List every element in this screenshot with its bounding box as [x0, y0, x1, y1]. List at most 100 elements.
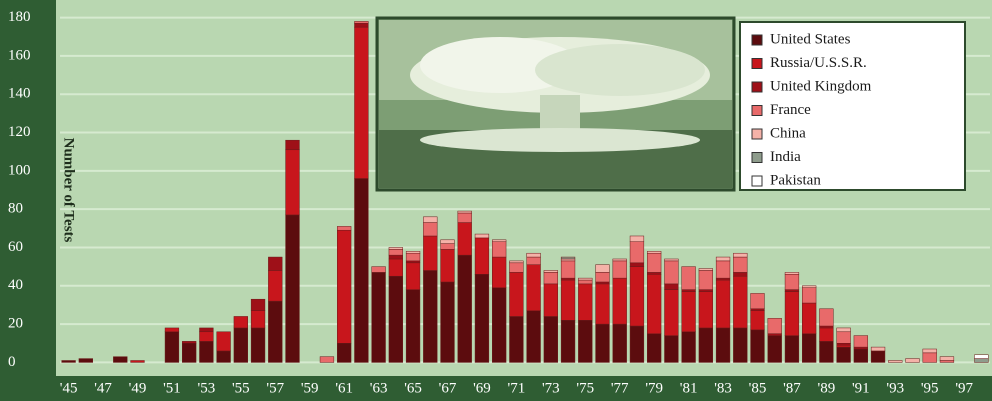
bar-segment — [836, 327, 851, 333]
bar-segment — [647, 251, 662, 254]
bar-segment — [698, 270, 713, 290]
bar-segment — [233, 327, 248, 363]
bar-segment — [750, 329, 765, 363]
bar-segment — [698, 268, 713, 271]
bar-segment — [681, 266, 696, 290]
bar-segment — [199, 331, 214, 342]
x-tick-label: '45 — [60, 380, 78, 396]
bar-segment — [629, 241, 645, 264]
bar-segment — [199, 341, 214, 363]
bar-segment — [733, 327, 748, 363]
bar-segment — [78, 358, 93, 363]
bar-segment — [612, 258, 627, 262]
legend-label: India — [770, 149, 801, 165]
bar-segment — [61, 360, 76, 363]
x-axis-band — [0, 376, 992, 401]
bar-segment — [733, 272, 748, 277]
bar-segment — [388, 275, 403, 363]
bar-segment — [715, 256, 731, 262]
bar-segment — [268, 270, 283, 302]
bar-segment — [543, 316, 558, 363]
bar-segment — [750, 293, 765, 310]
y-axis-label: Number of Tests — [61, 138, 77, 243]
bar-segment — [578, 277, 593, 281]
bar-segment — [268, 300, 283, 363]
bar-segment — [819, 341, 834, 363]
bar-segment — [819, 325, 834, 329]
bar-segment — [629, 235, 645, 242]
bar-segment — [233, 316, 248, 329]
bar-segment — [354, 21, 369, 24]
bar-segment — [578, 320, 593, 363]
bar-segment — [595, 283, 610, 325]
bar-segment — [560, 277, 576, 281]
legend-label: Russia/U.S.S.R. — [770, 55, 867, 71]
bar-segment — [612, 260, 627, 279]
bar-segment — [681, 331, 696, 363]
bar-segment — [698, 327, 713, 363]
x-tick-label: '65 — [404, 380, 422, 396]
x-tick-label: '49 — [129, 380, 147, 396]
bar-segment — [250, 298, 266, 311]
bar-segment — [199, 327, 214, 333]
legend-swatch — [751, 58, 763, 69]
x-tick-label: '91 — [852, 380, 870, 396]
bar-segment — [681, 291, 696, 333]
bar-segment — [526, 310, 541, 363]
bar-segment — [164, 331, 180, 363]
bar-segment — [715, 277, 731, 281]
x-tick-label: '77 — [611, 380, 629, 396]
bar-segment — [750, 310, 765, 331]
bar-segment — [405, 289, 421, 363]
bar-segment — [388, 254, 403, 260]
bar-segment — [715, 279, 731, 329]
x-tick-label: '57 — [266, 380, 284, 396]
legend-swatch — [751, 128, 763, 140]
x-tick-label: '63 — [370, 380, 388, 396]
bar-segment — [560, 258, 576, 262]
y-axis-band — [0, 0, 56, 401]
bar-segment — [767, 333, 782, 336]
bar-segment — [647, 272, 662, 275]
legend-swatch — [751, 175, 763, 187]
bar-segment — [526, 252, 541, 258]
legend-swatch — [751, 105, 763, 116]
bar-segment — [371, 272, 386, 363]
bar-segment — [423, 235, 438, 271]
y-tick-label: 40 — [8, 277, 23, 293]
bar-segment — [853, 335, 868, 348]
legend — [739, 21, 966, 191]
bar-segment — [629, 262, 645, 267]
bar-segment — [647, 274, 662, 334]
bar-segment — [354, 26, 369, 179]
bar-segment — [164, 327, 180, 333]
bar-segment — [457, 222, 472, 256]
legend-label: Pakistan — [770, 172, 821, 188]
bar-segment — [423, 216, 438, 223]
x-tick-label: '55 — [232, 380, 250, 396]
x-tick-label: '85 — [749, 380, 767, 396]
bar-segment — [388, 247, 403, 250]
bar-segment — [474, 274, 490, 363]
bar-segment — [836, 346, 851, 363]
bar-segment — [715, 260, 731, 279]
bar-segment — [560, 320, 576, 363]
y-tick-label: 0 — [8, 354, 16, 370]
bar-segment — [130, 360, 145, 363]
bar-segment — [526, 264, 541, 311]
bar-segment — [870, 350, 886, 363]
bar-segment — [784, 335, 800, 363]
bar-segment — [612, 323, 627, 363]
bar-segment — [457, 210, 472, 214]
bar-segment — [560, 279, 576, 321]
bar-segment — [560, 256, 576, 260]
y-tick-label: 140 — [8, 86, 31, 102]
legend-swatch — [751, 34, 763, 46]
x-tick-label: '67 — [439, 380, 457, 396]
bar-segment — [216, 331, 231, 352]
bar-segment — [733, 252, 748, 258]
y-tick-label: 20 — [8, 316, 23, 332]
x-tick-label: '53 — [198, 380, 216, 396]
bar-segment — [819, 308, 834, 327]
